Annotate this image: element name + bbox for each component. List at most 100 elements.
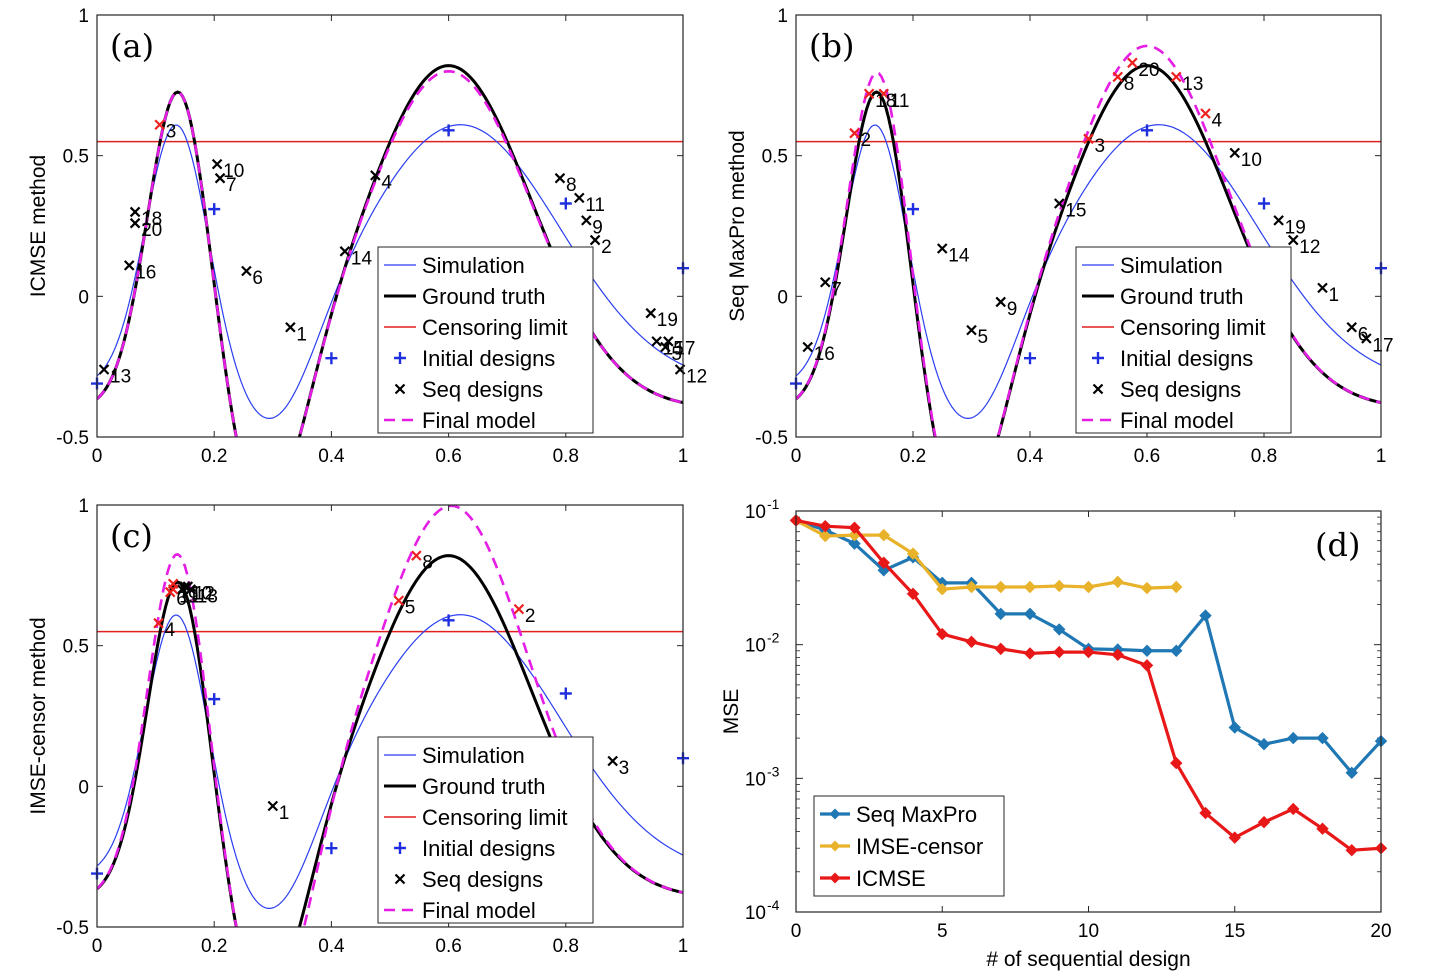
seq-design-marker [179,581,191,592]
legend-entry-label: Censoring limit [422,315,568,340]
data-point [936,582,949,596]
seq-design-label: 1 [279,803,290,824]
data-point [1345,766,1358,780]
x-tick-label: 1 [678,936,689,957]
data-point [848,537,861,550]
data-point [1199,609,1212,622]
seq-design-marker [123,260,135,271]
x-tick-label: 0 [791,446,802,467]
seq-design-label: 13 [197,586,218,607]
seq-design-marker [211,158,223,170]
y-tick-label: -0.5 [755,428,788,449]
y-tick-label: 0 [78,777,89,798]
y-tick-label: 1 [78,6,89,27]
seq-design-label: 4 [1212,110,1223,131]
data-point [1287,802,1300,816]
data-point [1345,843,1358,857]
legend-entry-label: Ground truth [1120,284,1244,309]
seq-design-label: 9 [188,586,199,607]
legend-entry-label: Seq designs [422,377,543,402]
y-tick-base: 10 [745,769,766,790]
legend-box [1075,246,1292,434]
y-axis-label: MSE [720,689,743,735]
seq-design-marker [1229,147,1241,159]
legend-entry-label: Seq MaxPro [856,802,977,827]
seq-design-label: 10 [1241,150,1262,171]
x-tick-label: 0.4 [318,446,345,467]
legend: Simulation Ground truth Censoring limit Ini… [377,246,594,434]
seq-design-label: 13 [110,366,131,387]
seq-design-label: 6 [176,589,187,610]
initial-design-marker [559,687,572,700]
data-point [1170,756,1183,770]
seq-design-label: 5 [978,327,989,348]
legend-entry-label: Ground truth [422,774,546,799]
y-tick-base: 10 [745,636,766,657]
legend: Simulation Ground truth Censoring limit Ini… [377,736,594,924]
legend-swatch-marker [829,808,841,820]
final-model-curve [796,44,1381,437]
seq-design-marker [1083,133,1094,145]
data-point [1287,731,1300,745]
legend-seq-swatch [394,873,406,885]
y-tick-label: 0.5 [762,147,788,168]
seq-design-label: 9 [1007,299,1018,320]
data-point [1082,645,1095,659]
y-tick-label: -0.5 [56,428,89,449]
seq-design-marker [607,755,618,767]
data-point [1023,607,1037,621]
data-point [906,587,920,601]
initial-design-marker [442,614,455,627]
seq-design-label: 8 [422,553,433,574]
seq-design-marker [411,550,422,561]
initial-design-marker [907,203,919,216]
seq-design-label: 3 [1095,136,1106,157]
panel-3: 1234567891011121300.20.40.60.81-0.500.51… [27,496,689,957]
initial-design-marker [325,352,338,365]
seq-design-marker [581,215,592,226]
x-tick-label: 5 [937,921,948,942]
data-point [994,642,1007,656]
axes-box [96,504,684,928]
seq-design-marker [370,170,381,181]
x-tick-label: 0.2 [900,446,926,467]
seq-design-marker [966,324,977,336]
legend-initial-swatch [1092,352,1104,364]
data-point [1170,580,1183,594]
initial-design-marker [208,203,221,216]
y-tick-label: 10 [745,903,766,924]
data-point [1111,648,1124,661]
seq-design-marker [513,603,525,615]
seq-design-label: 5 [671,344,682,365]
data-point [1082,580,1095,594]
seq-design-marker [1317,282,1328,294]
initial-design-marker [1141,124,1153,137]
legend-entry-label: Initial designs [422,346,555,371]
data-point [819,519,832,533]
data-point [1053,645,1066,659]
data-point [994,580,1007,594]
seq-design-marker [241,265,252,277]
axes-box [96,14,684,438]
seq-design-label: 8 [1124,74,1135,95]
data-point [965,635,978,649]
legend-swatch-marker [829,872,841,884]
seq-design-marker [1287,234,1299,246]
seq-design-marker [129,206,141,218]
x-tick-label: 1 [1376,446,1387,467]
y-tick-exponent: -2 [767,630,780,646]
seq-design-label: 2 [861,130,872,151]
seq-design-marker [863,88,875,100]
panel-label: (d) [1315,526,1360,564]
data-point [1140,581,1154,595]
legend-entry-label: Censoring limit [422,805,568,830]
data-point [965,580,978,594]
data-point [1199,806,1212,820]
legend-initial-swatch [394,842,406,854]
data-point [936,627,949,641]
panel-label: (b) [809,27,854,65]
seq-design-marker [802,341,813,353]
seq-design-marker [849,127,860,139]
seq-design-label: 6 [252,268,263,289]
